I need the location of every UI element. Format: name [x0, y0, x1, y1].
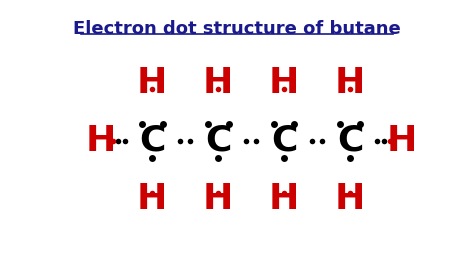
- Text: H: H: [85, 124, 116, 158]
- Text: H: H: [269, 182, 299, 216]
- Text: C: C: [337, 124, 363, 158]
- Text: C: C: [139, 124, 165, 158]
- Text: H: H: [137, 66, 167, 100]
- Text: H: H: [203, 66, 233, 100]
- Text: Electron dot structure of butane: Electron dot structure of butane: [73, 20, 401, 38]
- Text: H: H: [269, 66, 299, 100]
- Text: H: H: [335, 66, 365, 100]
- Text: C: C: [205, 124, 231, 158]
- Text: H: H: [137, 182, 167, 216]
- Text: H: H: [203, 182, 233, 216]
- Text: H: H: [387, 124, 417, 158]
- Text: C: C: [271, 124, 297, 158]
- Text: H: H: [335, 182, 365, 216]
